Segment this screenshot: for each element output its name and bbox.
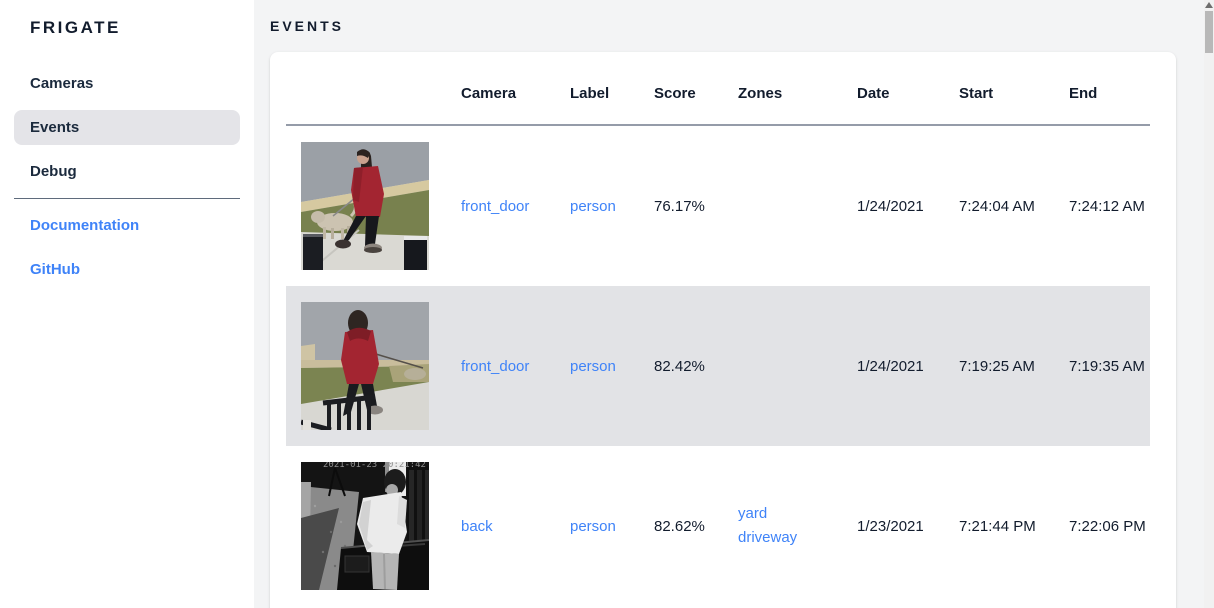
column-header-end: End bbox=[1069, 85, 1098, 102]
sidebar-divider bbox=[14, 198, 240, 199]
column-header-label: Label bbox=[570, 85, 610, 102]
thumbnail-day-scene-rear-view bbox=[301, 302, 429, 430]
date-value: 1/24/2021 bbox=[857, 357, 924, 375]
sidebar-item-cameras[interactable]: Cameras bbox=[30, 75, 94, 92]
camera-link[interactable]: front_door bbox=[461, 357, 530, 375]
start-value: 7:21:44 PM bbox=[959, 517, 1036, 535]
events-card: Camera Label Score Zones Date Start End bbox=[270, 52, 1176, 608]
sidebar: FRIGATE Cameras Events Debug Documentati… bbox=[0, 0, 254, 608]
column-header-start: Start bbox=[959, 85, 994, 102]
camera-link[interactable]: back bbox=[461, 517, 493, 535]
table-header-row: Camera Label Score Zones Date Start End bbox=[286, 52, 1150, 126]
zone-link[interactable]: driveway bbox=[738, 529, 798, 546]
thumbnail-day-scene-dog-walk bbox=[301, 142, 429, 270]
thumbnail-timestamp-overlay: 2021-01-23 20:21:42 bbox=[323, 462, 426, 470]
label-link[interactable]: person bbox=[570, 517, 616, 535]
column-header-date: Date bbox=[857, 85, 890, 102]
sidebar-nav: Cameras Events Debug Documentation GitHu… bbox=[0, 66, 254, 287]
start-value: 7:19:25 AM bbox=[959, 357, 1035, 375]
column-header-score: Score bbox=[654, 85, 696, 102]
end-value: 7:24:12 AM bbox=[1069, 197, 1145, 215]
score-value: 82.62% bbox=[654, 517, 705, 535]
main-content: EVENTS Camera Label Score Zones Date Sta… bbox=[254, 0, 1204, 608]
event-thumbnail[interactable] bbox=[301, 142, 429, 270]
end-value: 7:22:06 PM bbox=[1069, 517, 1146, 535]
scrollbar-thumb[interactable] bbox=[1205, 11, 1213, 53]
label-link[interactable]: person bbox=[570, 357, 616, 375]
event-thumbnail[interactable] bbox=[301, 302, 429, 430]
column-thumbnail-spacer bbox=[286, 102, 461, 124]
thumbnail-night-scene-truck-bed: 2021-01-23 20:21:42 bbox=[301, 462, 429, 590]
vertical-scrollbar[interactable] bbox=[1204, 0, 1214, 608]
scroll-up-arrow-icon[interactable] bbox=[1205, 2, 1213, 8]
sidebar-link-documentation[interactable]: Documentation bbox=[30, 217, 140, 234]
score-value: 82.42% bbox=[654, 357, 705, 375]
table-row[interactable]: 2021-01-23 20:21:42 back person 82.62% y… bbox=[286, 446, 1150, 606]
score-value: 76.17% bbox=[654, 197, 705, 215]
sidebar-item-debug[interactable]: Debug bbox=[30, 163, 77, 180]
table-row[interactable]: front_door person 76.17% 1/24/2021 7:24:… bbox=[286, 126, 1150, 286]
label-link[interactable]: person bbox=[570, 197, 616, 215]
date-value: 1/23/2021 bbox=[857, 517, 924, 535]
end-value: 7:19:35 AM bbox=[1069, 357, 1145, 375]
camera-link[interactable]: front_door bbox=[461, 197, 530, 215]
date-value: 1/24/2021 bbox=[857, 197, 924, 215]
sidebar-link-github[interactable]: GitHub bbox=[30, 261, 80, 278]
start-value: 7:24:04 AM bbox=[959, 197, 1035, 215]
zone-link[interactable]: yard bbox=[738, 505, 768, 522]
page-title: EVENTS bbox=[270, 18, 345, 34]
sidebar-item-events[interactable]: Events bbox=[14, 110, 240, 145]
column-header-camera: Camera bbox=[461, 85, 517, 102]
event-thumbnail[interactable]: 2021-01-23 20:21:42 bbox=[301, 462, 429, 590]
table-row[interactable]: front_door person 82.42% 1/24/2021 7:19:… bbox=[286, 286, 1150, 446]
column-header-zones: Zones bbox=[738, 85, 783, 102]
zones-cell: yard driveway bbox=[738, 502, 857, 550]
app-logo: FRIGATE bbox=[30, 18, 121, 37]
